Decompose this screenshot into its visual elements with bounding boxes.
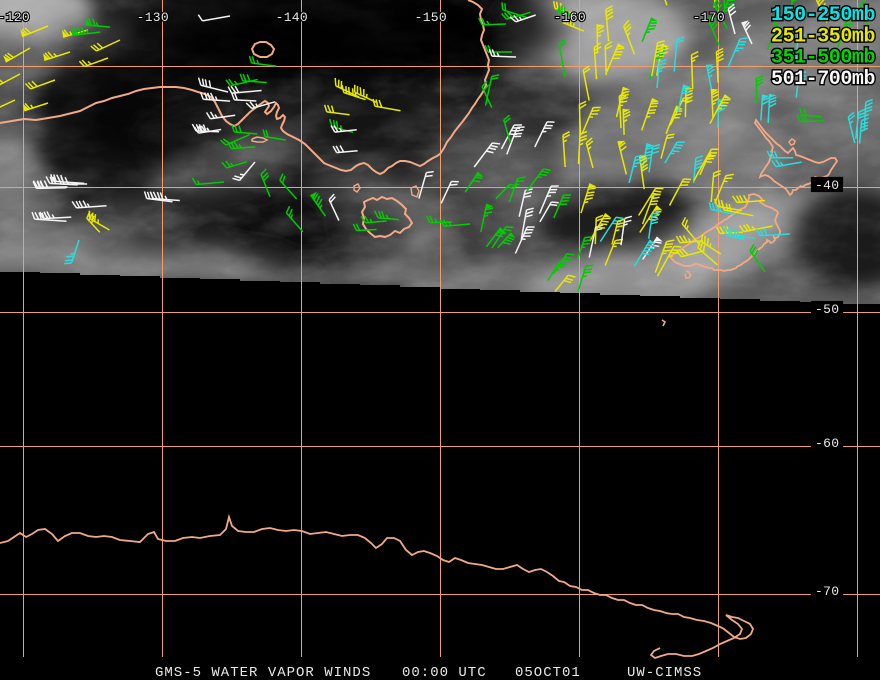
svg-text:-40: -40 bbox=[815, 178, 839, 193]
svg-text:-140: -140 bbox=[276, 10, 308, 25]
svg-text:-120: -120 bbox=[0, 10, 30, 25]
svg-text:05OCT01: 05OCT01 bbox=[515, 665, 581, 680]
svg-text:351-500mb: 351-500mb bbox=[771, 47, 875, 70]
svg-text:-160: -160 bbox=[554, 10, 586, 25]
svg-text:150-250mb: 150-250mb bbox=[771, 4, 875, 27]
svg-text:251-350mb: 251-350mb bbox=[771, 25, 875, 48]
svg-text:-170: -170 bbox=[693, 10, 725, 25]
svg-text:UW-CIMSS: UW-CIMSS bbox=[627, 665, 702, 680]
svg-text:-130: -130 bbox=[137, 10, 169, 25]
svg-text:-150: -150 bbox=[415, 10, 447, 25]
svg-text:-60: -60 bbox=[815, 436, 839, 451]
svg-text:-70: -70 bbox=[815, 584, 839, 599]
svg-text:GMS-5 WATER VAPOR WINDS: GMS-5 WATER VAPOR WINDS bbox=[155, 665, 371, 680]
svg-text:-50: -50 bbox=[815, 302, 839, 317]
svg-text:00:00 UTC: 00:00 UTC bbox=[402, 665, 487, 680]
svg-text:501-700mb: 501-700mb bbox=[771, 68, 875, 91]
